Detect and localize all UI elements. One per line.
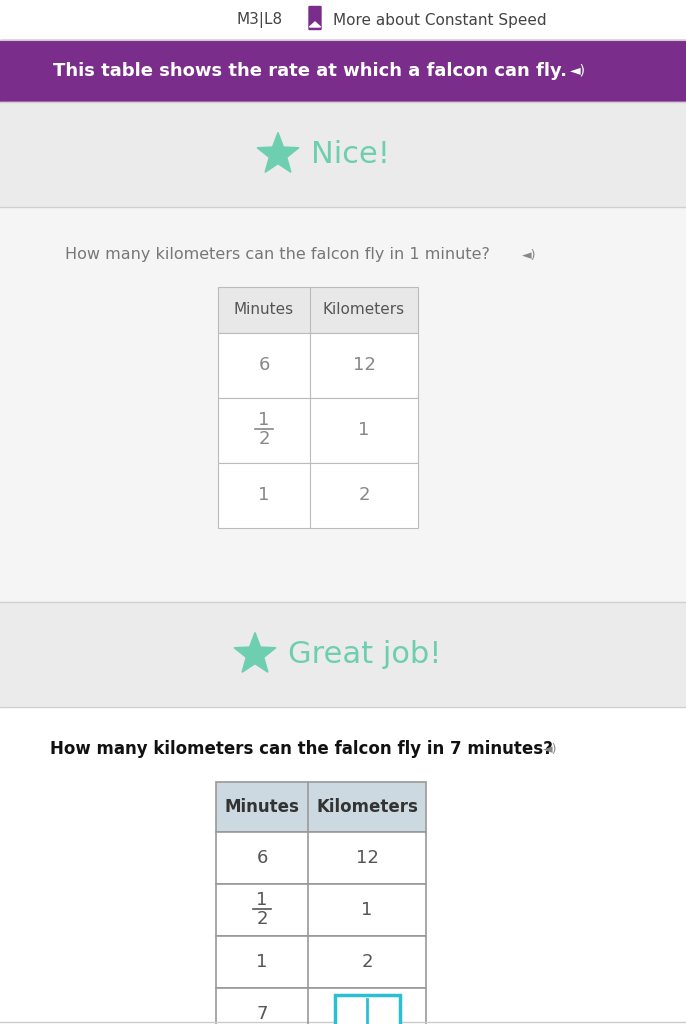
- Bar: [218, 397, 418, 463]
- Bar: [0, 0, 686, 40]
- Bar: [218, 287, 418, 333]
- Text: 2: 2: [257, 910, 268, 928]
- Text: How many kilometers can the falcon fly in 1 minute?: How many kilometers can the falcon fly i…: [65, 248, 490, 262]
- Text: 1: 1: [358, 421, 370, 439]
- Text: This table shows the rate at which a falcon can fly.: This table shows the rate at which a fal…: [53, 62, 567, 80]
- Text: 6: 6: [259, 356, 270, 374]
- Text: Great job!: Great job!: [288, 640, 442, 669]
- Text: 2: 2: [362, 953, 372, 971]
- Text: 1: 1: [259, 486, 270, 504]
- Bar: [0, 602, 686, 707]
- Polygon shape: [309, 22, 320, 27]
- Bar: [0, 207, 686, 602]
- Bar: [0, 40, 686, 102]
- Text: 1: 1: [257, 953, 268, 971]
- Bar: [335, 995, 399, 1024]
- Bar: [218, 463, 418, 527]
- Text: 2: 2: [358, 486, 370, 504]
- Text: 1: 1: [362, 901, 372, 919]
- Bar: [0, 102, 686, 207]
- Text: More about Constant Speed: More about Constant Speed: [333, 12, 547, 28]
- Text: How many kilometers can the falcon fly in 7 minutes?: How many kilometers can the falcon fly i…: [50, 740, 553, 758]
- Bar: [0, 1022, 686, 1024]
- Text: 7: 7: [257, 1005, 268, 1023]
- Bar: [216, 988, 426, 1024]
- Bar: [216, 884, 426, 936]
- Text: M3|L8: M3|L8: [237, 12, 283, 28]
- Text: 2: 2: [258, 430, 270, 449]
- Text: ◄): ◄): [522, 249, 536, 261]
- Text: Nice!: Nice!: [311, 140, 390, 169]
- Text: Minutes: Minutes: [224, 798, 299, 816]
- FancyBboxPatch shape: [309, 6, 321, 30]
- Text: Kilometers: Kilometers: [316, 798, 418, 816]
- Polygon shape: [234, 633, 276, 673]
- Text: 1: 1: [259, 411, 270, 429]
- Text: 12: 12: [355, 849, 379, 867]
- Text: 6: 6: [257, 849, 268, 867]
- Text: 1: 1: [257, 891, 268, 909]
- Text: ◄): ◄): [570, 63, 586, 78]
- Text: 12: 12: [353, 356, 375, 374]
- Text: Minutes: Minutes: [234, 302, 294, 317]
- Bar: [216, 936, 426, 988]
- Bar: [216, 782, 426, 831]
- Bar: [218, 333, 418, 397]
- Bar: [216, 831, 426, 884]
- Text: Kilometers: Kilometers: [323, 302, 405, 317]
- Bar: [0, 707, 686, 1022]
- Polygon shape: [257, 132, 299, 172]
- Text: ◄): ◄): [543, 742, 558, 756]
